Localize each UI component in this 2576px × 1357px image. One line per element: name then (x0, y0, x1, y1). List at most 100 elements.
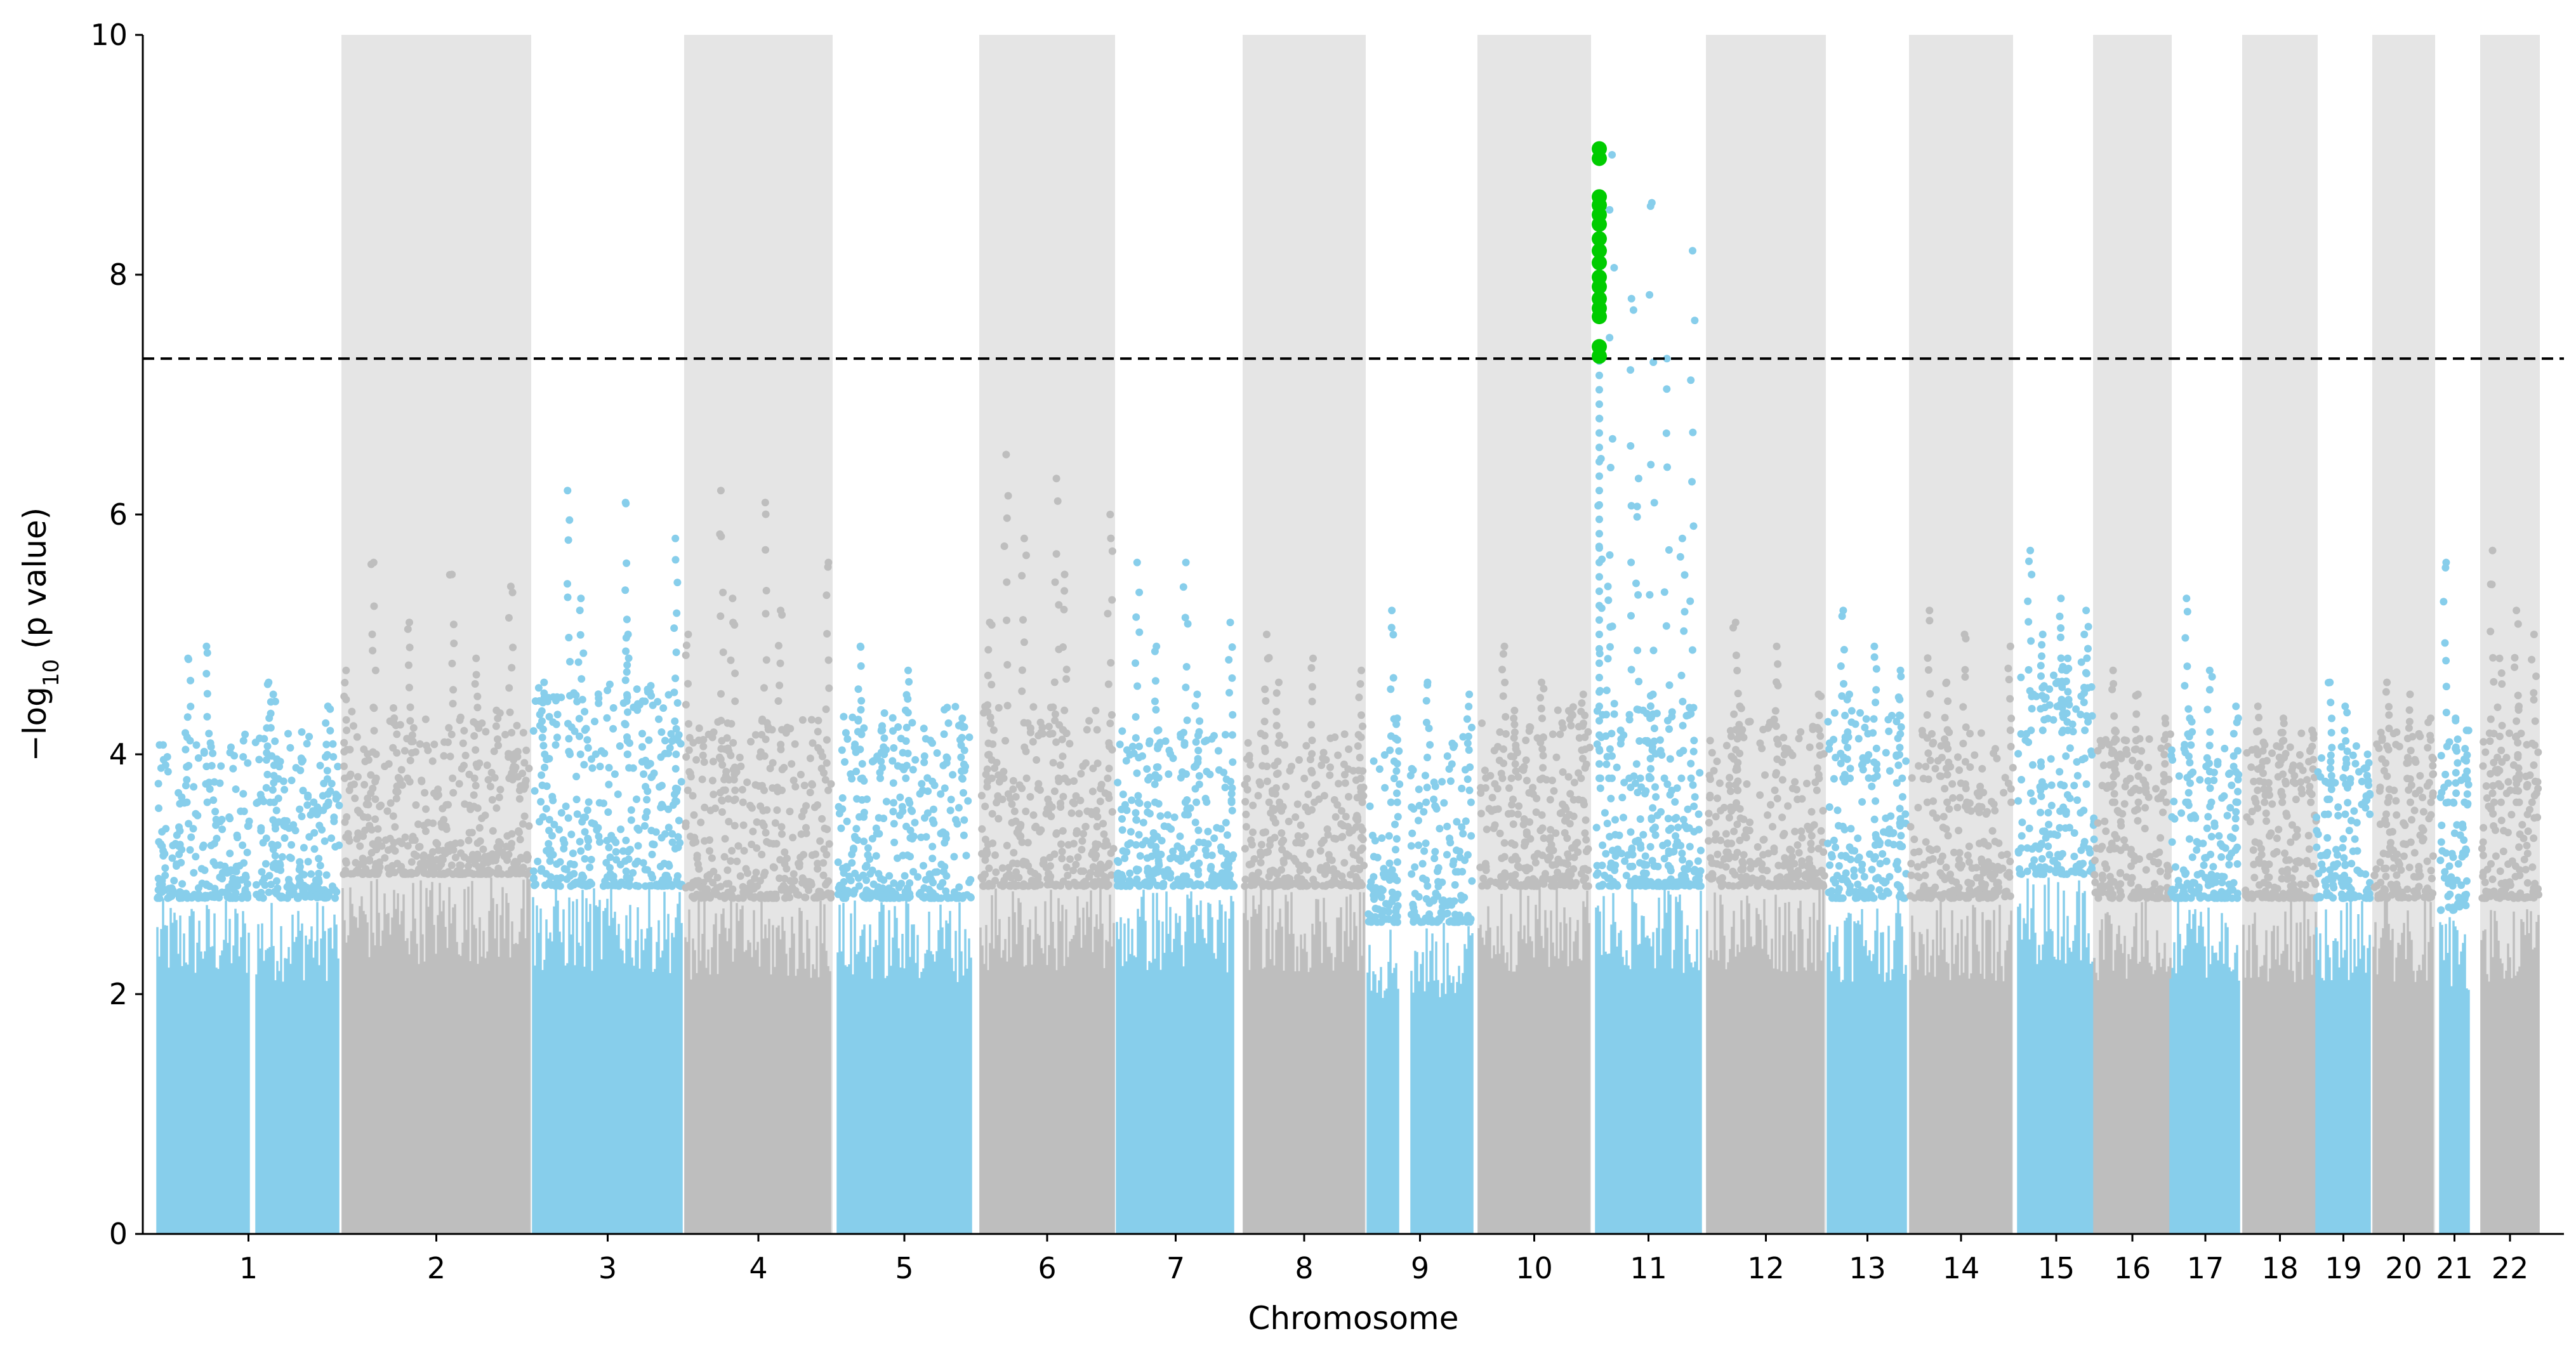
snp-point (1371, 837, 1379, 845)
snp-point (930, 805, 937, 813)
snp-point (1705, 818, 1713, 827)
snp-point (1337, 820, 1345, 828)
snp-point (1488, 794, 1496, 802)
snp-point (2045, 865, 2054, 874)
snp-point (1467, 798, 1475, 806)
snp-point (1004, 790, 1012, 798)
snp-point (672, 724, 680, 733)
snp-peak-point (564, 487, 572, 495)
snp-point (715, 753, 723, 761)
snp-point (1689, 522, 1698, 530)
snp-point (1066, 740, 1074, 748)
snp-point (982, 846, 991, 855)
snp-point (414, 820, 422, 829)
snp-point (1376, 891, 1384, 899)
snp-point (1026, 728, 1034, 737)
snp-point (1844, 728, 1852, 736)
snp-point (788, 760, 796, 768)
snp-point (2047, 755, 2055, 763)
snp-point (572, 773, 581, 780)
snp-point (1577, 870, 1585, 878)
snp-point (1936, 869, 1945, 877)
snp-point (623, 559, 631, 567)
snp-point (1684, 865, 1692, 873)
snp-point (1106, 742, 1113, 751)
snp-point (842, 729, 850, 737)
snp-point (300, 844, 308, 852)
snp-point (350, 780, 358, 789)
snp-point (543, 847, 551, 855)
snp-point (673, 579, 682, 587)
snp-point (1260, 718, 1269, 726)
snp-point (981, 836, 989, 844)
snp-point (1714, 850, 1722, 858)
snp-peak-point (671, 534, 680, 542)
snp-point (1147, 841, 1155, 849)
snp-point (1003, 514, 1011, 522)
snp-point (962, 851, 970, 860)
snp-point (348, 707, 356, 716)
snp-point (1677, 774, 1686, 782)
snp-point (875, 870, 883, 878)
snp-point (1740, 851, 1748, 859)
snp-point (1867, 884, 1875, 892)
snp-point (2056, 612, 2064, 620)
snp-point (2087, 747, 2096, 756)
snp-point (2057, 695, 2066, 704)
snp-point (1756, 791, 1764, 799)
snp-point (1364, 910, 1373, 918)
snp-point (1595, 674, 1603, 681)
snp-point (942, 753, 951, 761)
snp-point (495, 838, 503, 846)
snp-point (1663, 780, 1672, 789)
snp-point (622, 836, 630, 844)
snp-point (1509, 796, 1517, 803)
snp-point (1705, 873, 1713, 881)
snp-point (1539, 733, 1547, 741)
snp-point (1673, 784, 1681, 792)
snp-point (595, 832, 603, 841)
snp-point (1453, 846, 1460, 855)
snp-point (303, 740, 311, 748)
snp-point (1595, 487, 1603, 495)
snp-point (1706, 775, 1714, 783)
snp-point (1646, 754, 1655, 763)
snp-point (1204, 827, 1212, 836)
snp-point (440, 752, 448, 760)
snp-peak-point (324, 702, 332, 711)
snp-point (1522, 829, 1531, 837)
snp-point (1049, 759, 1057, 767)
snp-peak-point (621, 499, 630, 507)
snp-point (659, 704, 668, 712)
snp-point (781, 848, 789, 856)
snp-peak-point (904, 666, 912, 674)
snp-point (928, 739, 936, 747)
chromosome-points-9 (1364, 606, 1476, 1234)
snp-point (856, 745, 864, 754)
snp-point (1241, 844, 1249, 853)
snp-point (1151, 869, 1158, 877)
snp-point (859, 871, 868, 879)
snp-point (809, 739, 817, 747)
snp-point (1627, 828, 1635, 836)
snp-point (1144, 776, 1153, 784)
snp-point (444, 801, 452, 809)
snp-point (1807, 823, 1815, 832)
snp-point (409, 832, 417, 841)
snp-point (777, 745, 785, 754)
snp-point (1734, 690, 1742, 698)
snp-point (2040, 716, 2049, 724)
snp-point (656, 862, 664, 870)
snp-point (671, 556, 680, 564)
snp-point (685, 733, 694, 742)
snp-point (1451, 910, 1459, 919)
snp-point (1872, 744, 1880, 752)
snp-point (190, 869, 198, 877)
snp-point (262, 783, 270, 792)
snp-point (216, 779, 224, 787)
snp-point (159, 852, 168, 860)
snp-peak-point (1689, 247, 1696, 255)
snp-point (774, 697, 783, 705)
snp-point (633, 685, 641, 693)
snp-point (183, 798, 191, 806)
